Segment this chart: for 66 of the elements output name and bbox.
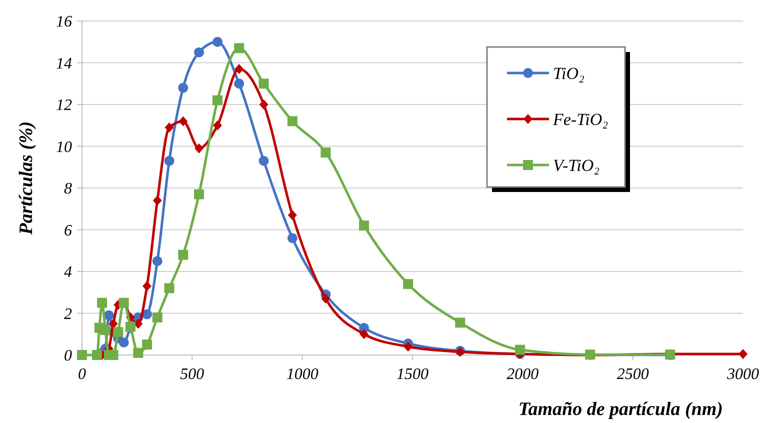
y-tick-label: 12 (56, 97, 72, 114)
point (259, 100, 268, 110)
point (287, 233, 298, 244)
x-tick-label: 1000 (286, 366, 318, 383)
point (178, 250, 188, 260)
point (404, 342, 413, 352)
point (77, 350, 87, 360)
point (320, 148, 331, 158)
point (152, 312, 162, 322)
point (258, 78, 269, 89)
point (455, 318, 466, 328)
point (194, 47, 204, 58)
x-tick-label: 2000 (506, 366, 539, 383)
point (212, 95, 223, 106)
point (164, 156, 174, 166)
point (288, 210, 297, 220)
point (321, 294, 330, 304)
y-tick-label: 6 (64, 222, 72, 240)
point (118, 337, 129, 348)
y-tick-label: 4 (64, 264, 72, 282)
x-tick-label: 0 (78, 366, 86, 383)
y-tick-label: 8 (64, 180, 72, 198)
x-tick-label: 2500 (616, 366, 649, 383)
point (142, 309, 152, 320)
point (359, 220, 370, 231)
point (142, 281, 152, 292)
y-tick-label: 2 (64, 306, 72, 323)
point (178, 82, 188, 93)
point (738, 348, 748, 359)
point (234, 64, 244, 74)
point (178, 116, 188, 126)
legend-label: Fe-TiO₂ (552, 110, 608, 129)
point (164, 122, 174, 132)
point (100, 324, 110, 335)
point (104, 310, 114, 320)
x-axis-title: Tamaño de partícula (nm) (518, 399, 723, 420)
point (97, 298, 108, 308)
y-tick-label: 14 (56, 55, 72, 72)
y-tick-label: 16 (56, 14, 72, 31)
y-tick-label: 0 (64, 348, 72, 365)
legend-label: V-TiO₂ (553, 156, 600, 175)
point (212, 36, 223, 47)
point (515, 344, 526, 355)
point (113, 327, 124, 338)
point (234, 78, 244, 89)
point (164, 283, 174, 294)
point (108, 318, 118, 329)
legend-label: TiO₂ (553, 64, 585, 83)
point (92, 350, 102, 360)
y-tick-label: 10 (56, 138, 72, 156)
x-tick-label: 1500 (396, 366, 428, 383)
point (234, 43, 244, 54)
x-tick-label: 3000 (726, 366, 759, 383)
point (152, 256, 162, 266)
point (194, 189, 204, 200)
point (403, 279, 414, 290)
point (194, 143, 204, 154)
point (258, 156, 269, 166)
point (152, 196, 162, 206)
point (213, 120, 222, 130)
point (133, 348, 144, 358)
point (360, 329, 369, 340)
point (142, 340, 152, 350)
y-axis-title: Partículas (%) (16, 121, 37, 236)
point (287, 116, 298, 126)
x-tick-label: 500 (180, 366, 204, 383)
